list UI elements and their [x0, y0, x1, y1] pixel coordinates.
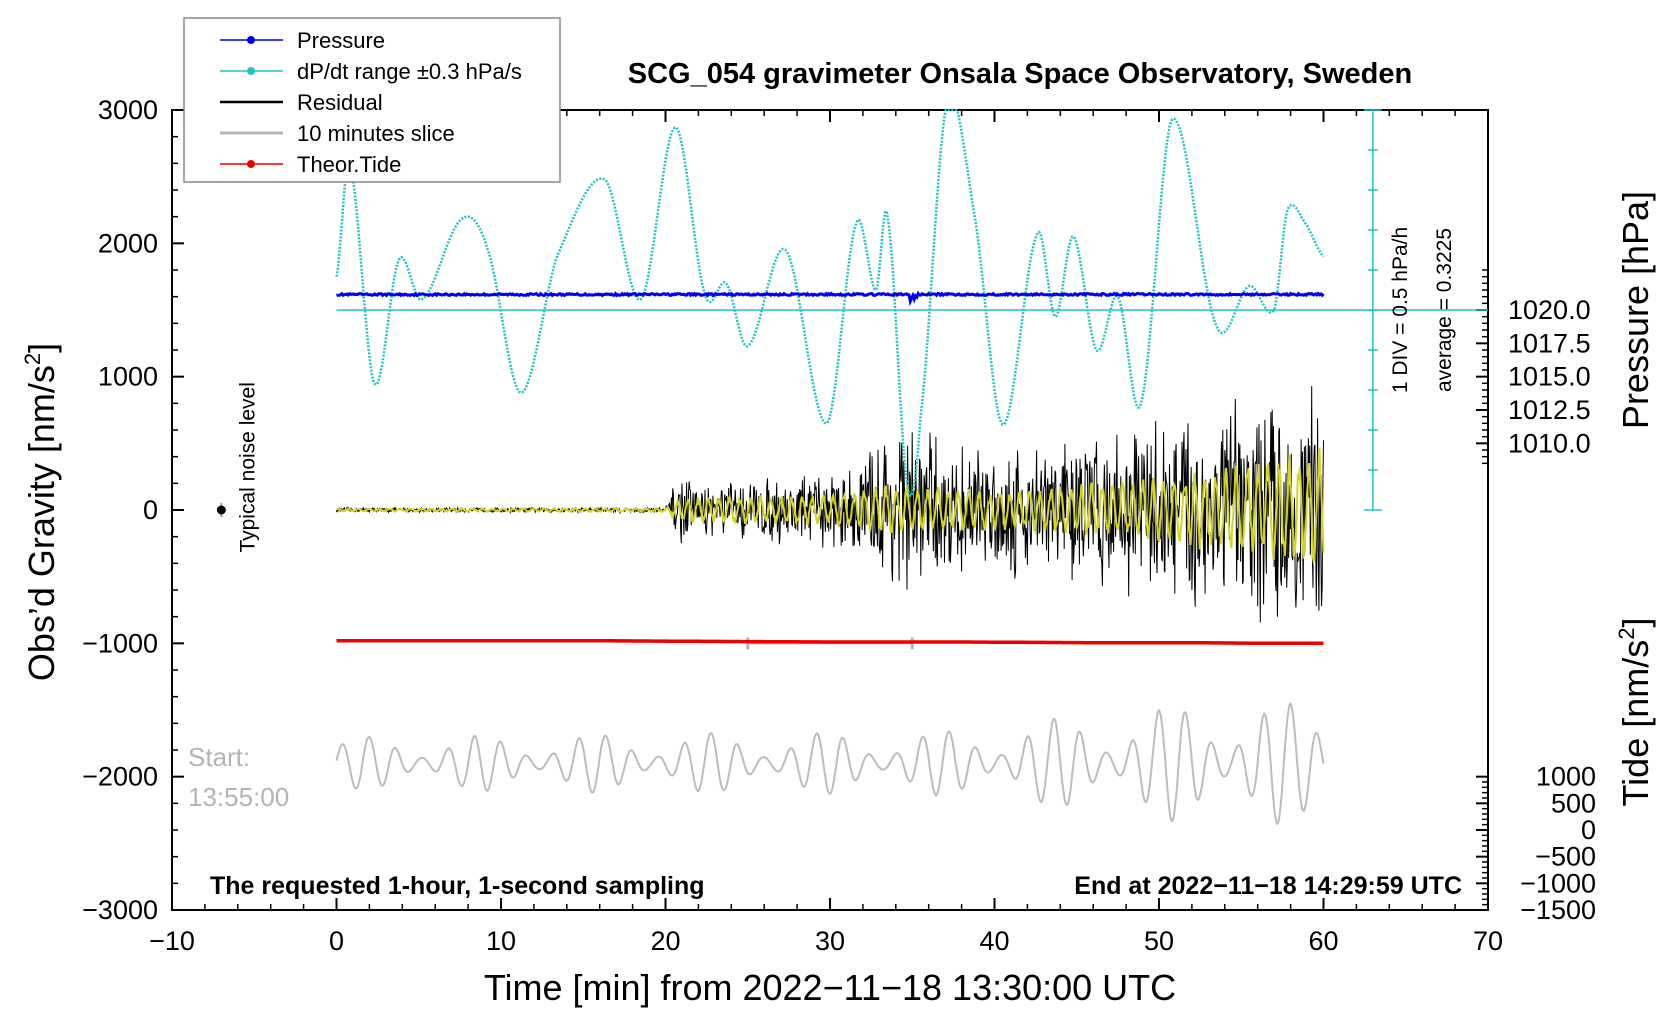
legend-box [183, 17, 561, 183]
tide-axis-title-sup: 2 [1614, 628, 1639, 640]
legend-item-dpdt: dP/dt range ±0.3 hPa/s [220, 59, 522, 84]
tide-tick-label: −1500 [1520, 895, 1596, 925]
tide-axis-title: Tide [nm/s2] [1614, 618, 1656, 807]
theoretical-tide-series [336, 638, 1324, 646]
legend-item-slice: 10 minutes slice [220, 121, 455, 146]
noise-level-marker: Typical noise level [216, 382, 259, 553]
noise-level-dot [216, 505, 226, 515]
tide-tick-label: −500 [1535, 842, 1596, 872]
pressure-trace [336, 290, 1325, 307]
slice-start-label: Start: [188, 742, 250, 772]
legend-item-tide: Theor.Tide [220, 152, 401, 177]
legend-dpdt-label: dP/dt range ±0.3 hPa/s [297, 59, 522, 84]
legend-slice-label: 10 minutes slice [297, 121, 455, 146]
x-tick-label: 70 [1473, 926, 1503, 956]
x-axis-title: Time [min] from 2022−11−18 13:30:00 UTC [484, 967, 1176, 1008]
x-axis: −10 0 10 20 30 40 50 60 70 [149, 110, 1503, 956]
x-tick-label: −10 [149, 926, 195, 956]
chart-title: SCG_054 gravimeter Onsala Space Observat… [628, 58, 1412, 90]
lowpass-trace [336, 446, 1325, 566]
pressure-axis-title: Pressure [hPa] [1615, 191, 1656, 429]
y-tick-label: 0 [143, 495, 158, 525]
pressure-tick-label: 1015.0 [1508, 362, 1591, 392]
x-tick-label: 10 [486, 926, 516, 956]
x-tick-label: 30 [815, 926, 845, 956]
tide-axis-title-main: Tide [nm/s [1615, 640, 1656, 807]
x-tick-label: 0 [329, 926, 344, 956]
legend-residual-label: Residual [297, 90, 383, 115]
y-axis-title-sup: 2 [20, 353, 45, 365]
y-axis-title-main: Obs’d Gravity [nm/s [21, 365, 62, 681]
scale-bar-average-label: average = 0.3225 [1433, 228, 1456, 392]
tide-axis-title-end: ] [1615, 618, 1656, 628]
dpdt-trace [335, 108, 1325, 498]
y-tick-label: −2000 [82, 762, 158, 792]
dpdt-series [335, 108, 1325, 498]
end-time-note: End at 2022−11−18 14:29:59 UTC [1074, 872, 1462, 900]
legend-pressure-marker [247, 36, 255, 44]
legend: Pressure dP/dt range ±0.3 hPa/s Residual… [183, 17, 561, 183]
pressure-tick-label: 1017.5 [1508, 328, 1591, 358]
slice-trace [335, 701, 1325, 826]
tide-trace [336, 638, 1324, 646]
y-axis-gravity: 3000 2000 1000 0 −1000 −2000 −3000 [82, 95, 184, 925]
ten-minute-slice-series [335, 637, 1325, 826]
y-tick-label: −1000 [82, 628, 158, 658]
y-tick-label: 2000 [98, 228, 158, 258]
legend-pressure-label: Pressure [297, 28, 385, 53]
pressure-series [336, 290, 1325, 307]
y-axis-title-end: ] [21, 343, 62, 353]
tide-tick-label: −1000 [1520, 868, 1596, 898]
x-tick-label: 20 [650, 926, 680, 956]
y-tick-label: 3000 [98, 95, 158, 125]
scale-bar-label: 1 DIV = 0.5 hPa/h [1389, 227, 1412, 393]
y-tick-label: 1000 [98, 362, 158, 392]
pressure-tick-label: 1020.0 [1508, 295, 1591, 325]
legend-item-residual: Residual [220, 90, 383, 115]
y-tick-label: −3000 [82, 895, 158, 925]
pressure-tick-label: 1010.0 [1508, 428, 1591, 458]
legend-item-pressure: Pressure [220, 28, 385, 53]
noise-level-label: Typical noise level [236, 382, 259, 552]
dpdt-scale-bar: 1 DIV = 0.5 hPa/h average = 0.3225 [336, 109, 1488, 511]
x-tick-label: 40 [979, 926, 1009, 956]
y-axis-title: Obs’d Gravity [nm/s2] [20, 343, 62, 681]
tide-tick-label: 0 [1581, 815, 1596, 845]
legend-tide-marker [247, 160, 255, 168]
legend-dpdt-marker [247, 67, 255, 75]
legend-tide-label: Theor.Tide [297, 152, 401, 177]
sampling-note: The requested 1-hour, 1-second sampling [210, 872, 705, 900]
lowpass-residual-series [336, 446, 1325, 566]
tide-tick-label: 1000 [1536, 762, 1596, 792]
x-tick-label: 50 [1144, 926, 1174, 956]
pressure-tick-label: 1012.5 [1508, 395, 1591, 425]
tide-tick-label: 500 [1551, 788, 1596, 818]
x-tick-label: 60 [1308, 926, 1338, 956]
slice-start-time: 13:55:00 [188, 782, 289, 812]
